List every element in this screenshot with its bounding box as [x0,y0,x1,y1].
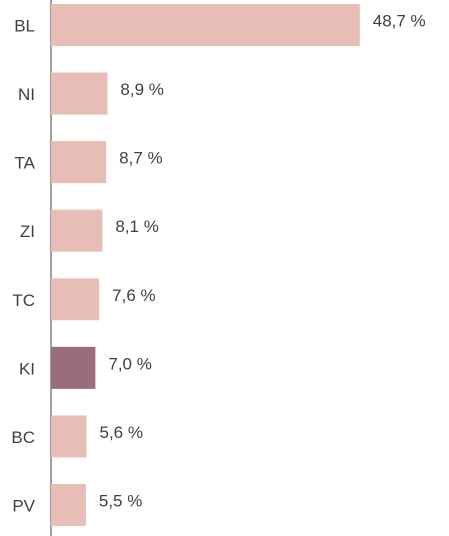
value-label: 7,6 % [112,286,155,305]
value-label: 8,1 % [115,217,158,236]
bar [51,415,87,458]
bar [51,483,86,526]
y-tick-label: NI [18,85,35,104]
value-label: 8,9 % [120,80,163,99]
bar [51,209,103,252]
y-tick-label: BC [11,428,35,447]
y-tick-label: ZI [20,222,35,241]
value-label: 48,7 % [373,11,426,30]
bar [51,4,360,46]
y-tick-label: PV [12,496,35,515]
value-label: 8,7 % [119,149,162,168]
value-label: 5,5 % [99,491,142,510]
bar [51,278,100,321]
y-tick-label: TA [15,154,36,173]
value-label: 5,6 % [100,423,143,442]
y-tick-label: TC [12,291,35,310]
bar [51,346,96,389]
y-tick-label: KI [19,359,35,378]
bar [51,141,107,184]
y-tick-label: BL [14,16,35,35]
value-label: 7,0 % [108,354,151,373]
bar [51,72,108,115]
